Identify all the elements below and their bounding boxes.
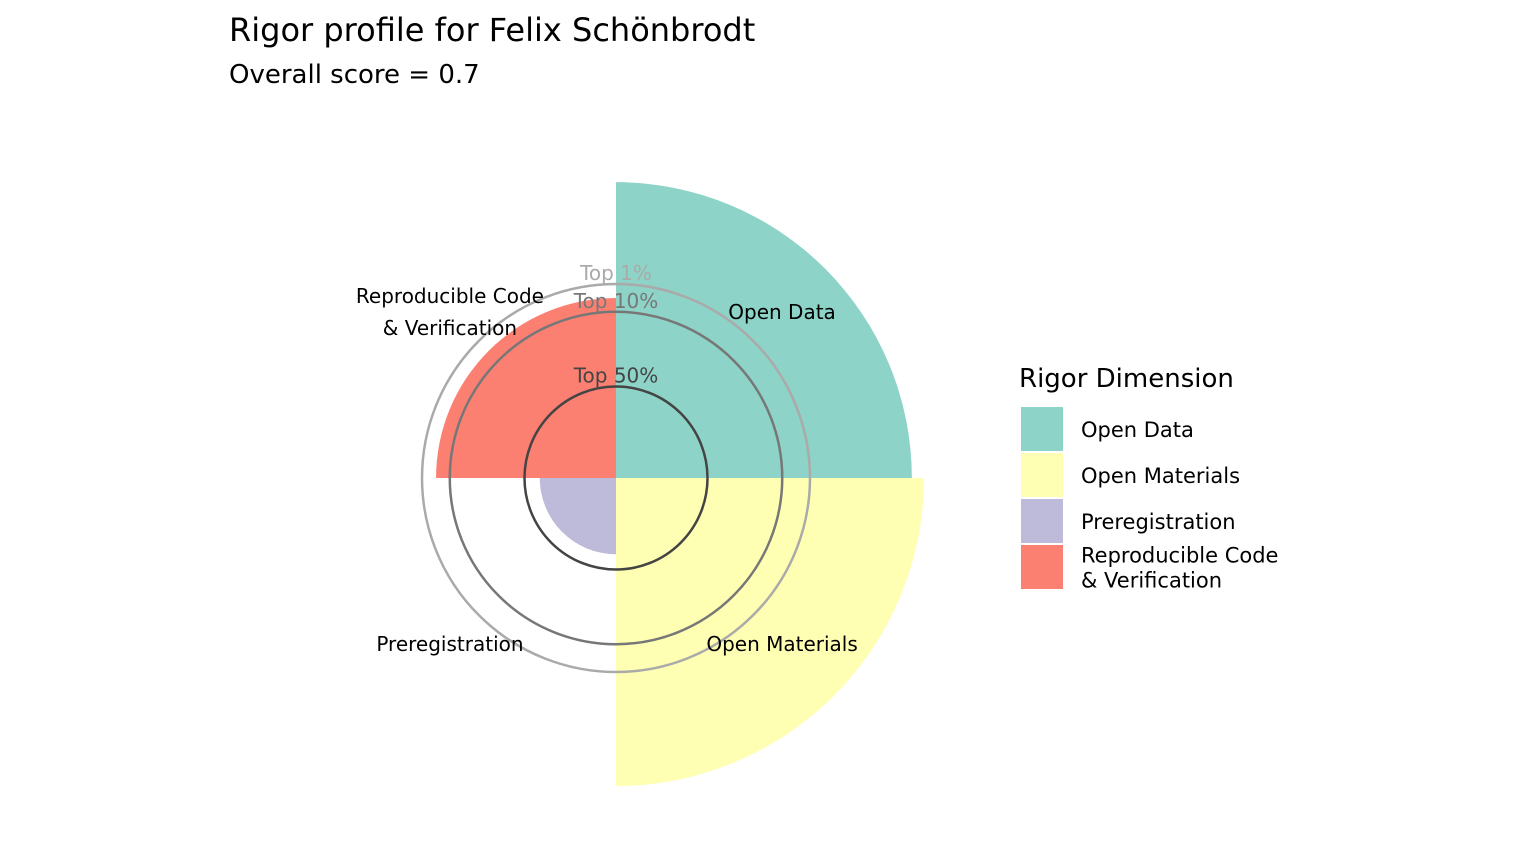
legend-key-open-data — [1021, 407, 1063, 451]
chart-title: Rigor profile for Felix Schönbrodt — [229, 11, 755, 49]
legend-label-preregistration: Preregistration — [1081, 510, 1236, 534]
ring-top-50 — [523, 385, 709, 571]
legend-key-reproducible-code-verification — [1021, 545, 1063, 589]
ring-labels-layer: Top 50% Top 10% Top 1% — [573, 261, 659, 387]
reference-rings-layer — [420, 282, 812, 674]
ring-label-top-1: Top 1% — [579, 261, 652, 285]
legend-title: Rigor Dimension — [1019, 364, 1234, 394]
legend-label-open-data: Open Data — [1081, 418, 1194, 442]
ring-top-1 — [420, 282, 812, 674]
ring-label-top-50: Top 50% — [573, 364, 659, 388]
legend: Rigor Dimension Open Data Open Materials P… — [1019, 364, 1278, 593]
chart-subtitle: Overall score = 0.7 — [229, 60, 480, 90]
wedge-preregistration — [539, 478, 616, 555]
category-label-open-data: Open Data — [728, 300, 836, 324]
legend-key-open-materials — [1021, 453, 1063, 497]
wedge-reproducible-code-verification — [436, 298, 616, 478]
wedge-open-materials — [616, 478, 925, 787]
bars-layer — [436, 182, 925, 787]
legend-label-open-materials: Open Materials — [1081, 464, 1240, 488]
legend-key-preregistration — [1021, 499, 1063, 543]
category-label-preregistration: Preregistration — [376, 632, 523, 656]
legend-label-reproducible-code-verification: Reproducible Code & Verification — [1081, 544, 1278, 593]
wedge-open-data — [616, 182, 912, 478]
category-labels-layer: Open Data Open Materials Preregistration Re… — [356, 284, 858, 656]
category-label-reproducible-code-verification: Reproducible Code & Verification — [356, 284, 544, 340]
ring-top-10 — [448, 310, 784, 646]
ring-label-top-10: Top 10% — [573, 289, 659, 313]
category-label-open-materials: Open Materials — [706, 632, 857, 656]
